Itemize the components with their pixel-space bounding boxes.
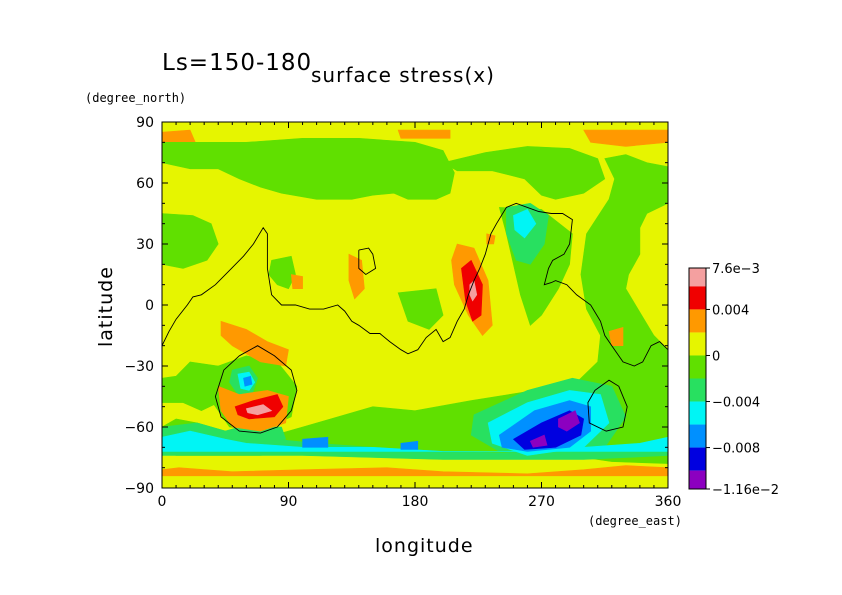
x-tick-label: 0: [158, 494, 167, 510]
y-tick-label: 0: [145, 298, 154, 314]
heatmap-region: [302, 436, 329, 448]
colorbar-label: −0.004: [712, 396, 760, 411]
heatmap-region: [162, 430, 668, 452]
colorbar-swatch: [689, 378, 706, 402]
heatmap-region: [400, 440, 419, 450]
colorbar-swatch: [689, 355, 706, 379]
coastline-contours: [162, 202, 668, 434]
colorbar-label: 7.6e−3: [712, 262, 760, 277]
chart-title: surface stress(x): [311, 63, 495, 87]
y-tick-label: 90: [136, 115, 154, 131]
contour-line: [214, 345, 298, 434]
heatmap-region: [529, 434, 548, 448]
x-units-label: (degree_east): [588, 514, 682, 528]
colorbar-swatch: [689, 470, 706, 489]
heatmap-region: [220, 320, 289, 367]
colorbar-frame: [688, 267, 707, 490]
heatmap-region: [442, 146, 606, 200]
heatmap-regions: [162, 129, 668, 477]
colorbar-swatch: [689, 286, 706, 310]
x-tick-label: 360: [655, 494, 682, 510]
colorbar-swatch: [689, 309, 706, 333]
heatmap-region: [513, 209, 537, 239]
heatmap-region: [162, 465, 668, 477]
colorbar-swatch: [689, 447, 706, 471]
heatmap-region: [397, 288, 444, 330]
plot-area: [162, 122, 668, 488]
heatmap-region: [162, 138, 455, 200]
y-axis-ticks: 90 60 30 0 −30 −60 −90: [124, 115, 668, 497]
heatmap-region: [245, 404, 273, 416]
contour-line: [358, 247, 377, 276]
y-tick-label: 30: [136, 237, 154, 253]
heatmap-region: [608, 327, 624, 347]
y-tick-label: 60: [136, 176, 154, 192]
x-tick-label: 270: [528, 494, 555, 510]
heatmap-region: [290, 274, 303, 290]
x-tick-label: 90: [280, 494, 298, 510]
season-label: Ls=150-180: [162, 50, 313, 76]
colorbar-swatch: [689, 268, 706, 287]
y-axis-label: latitude: [95, 266, 117, 347]
x-axis-label: longitude: [375, 535, 474, 557]
heatmap-region: [348, 253, 365, 300]
x-tick-label: 180: [402, 494, 429, 510]
heatmap-region: [583, 129, 668, 147]
y-tick-label: −60: [124, 420, 154, 436]
contour-line: [587, 379, 628, 432]
heatmap-region: [162, 213, 219, 269]
colorbar-swatch: [689, 424, 706, 448]
y-units-label: (degree_north): [85, 91, 187, 105]
colorbar: 7.6e−3 0.004 0 −0.004 −0.008 −1.16e−2: [688, 262, 779, 498]
heatmap-region: [397, 129, 451, 139]
colorbar-label: −0.008: [712, 442, 760, 457]
colorbar-label: 0: [712, 349, 720, 364]
colorbar-label: −1.16e−2: [712, 483, 779, 498]
y-tick-label: −30: [124, 359, 154, 375]
contour-line: [162, 202, 668, 367]
y-tick-label: −90: [124, 481, 154, 497]
heatmap-region: [558, 410, 580, 432]
colorbar-swatch: [689, 332, 706, 356]
colorbar-label: 0.004: [712, 303, 749, 318]
x-axis-ticks: 0 90 180 270 360: [158, 122, 682, 510]
colorbar-swatch: [689, 401, 706, 425]
heatmap-region: [243, 375, 253, 387]
